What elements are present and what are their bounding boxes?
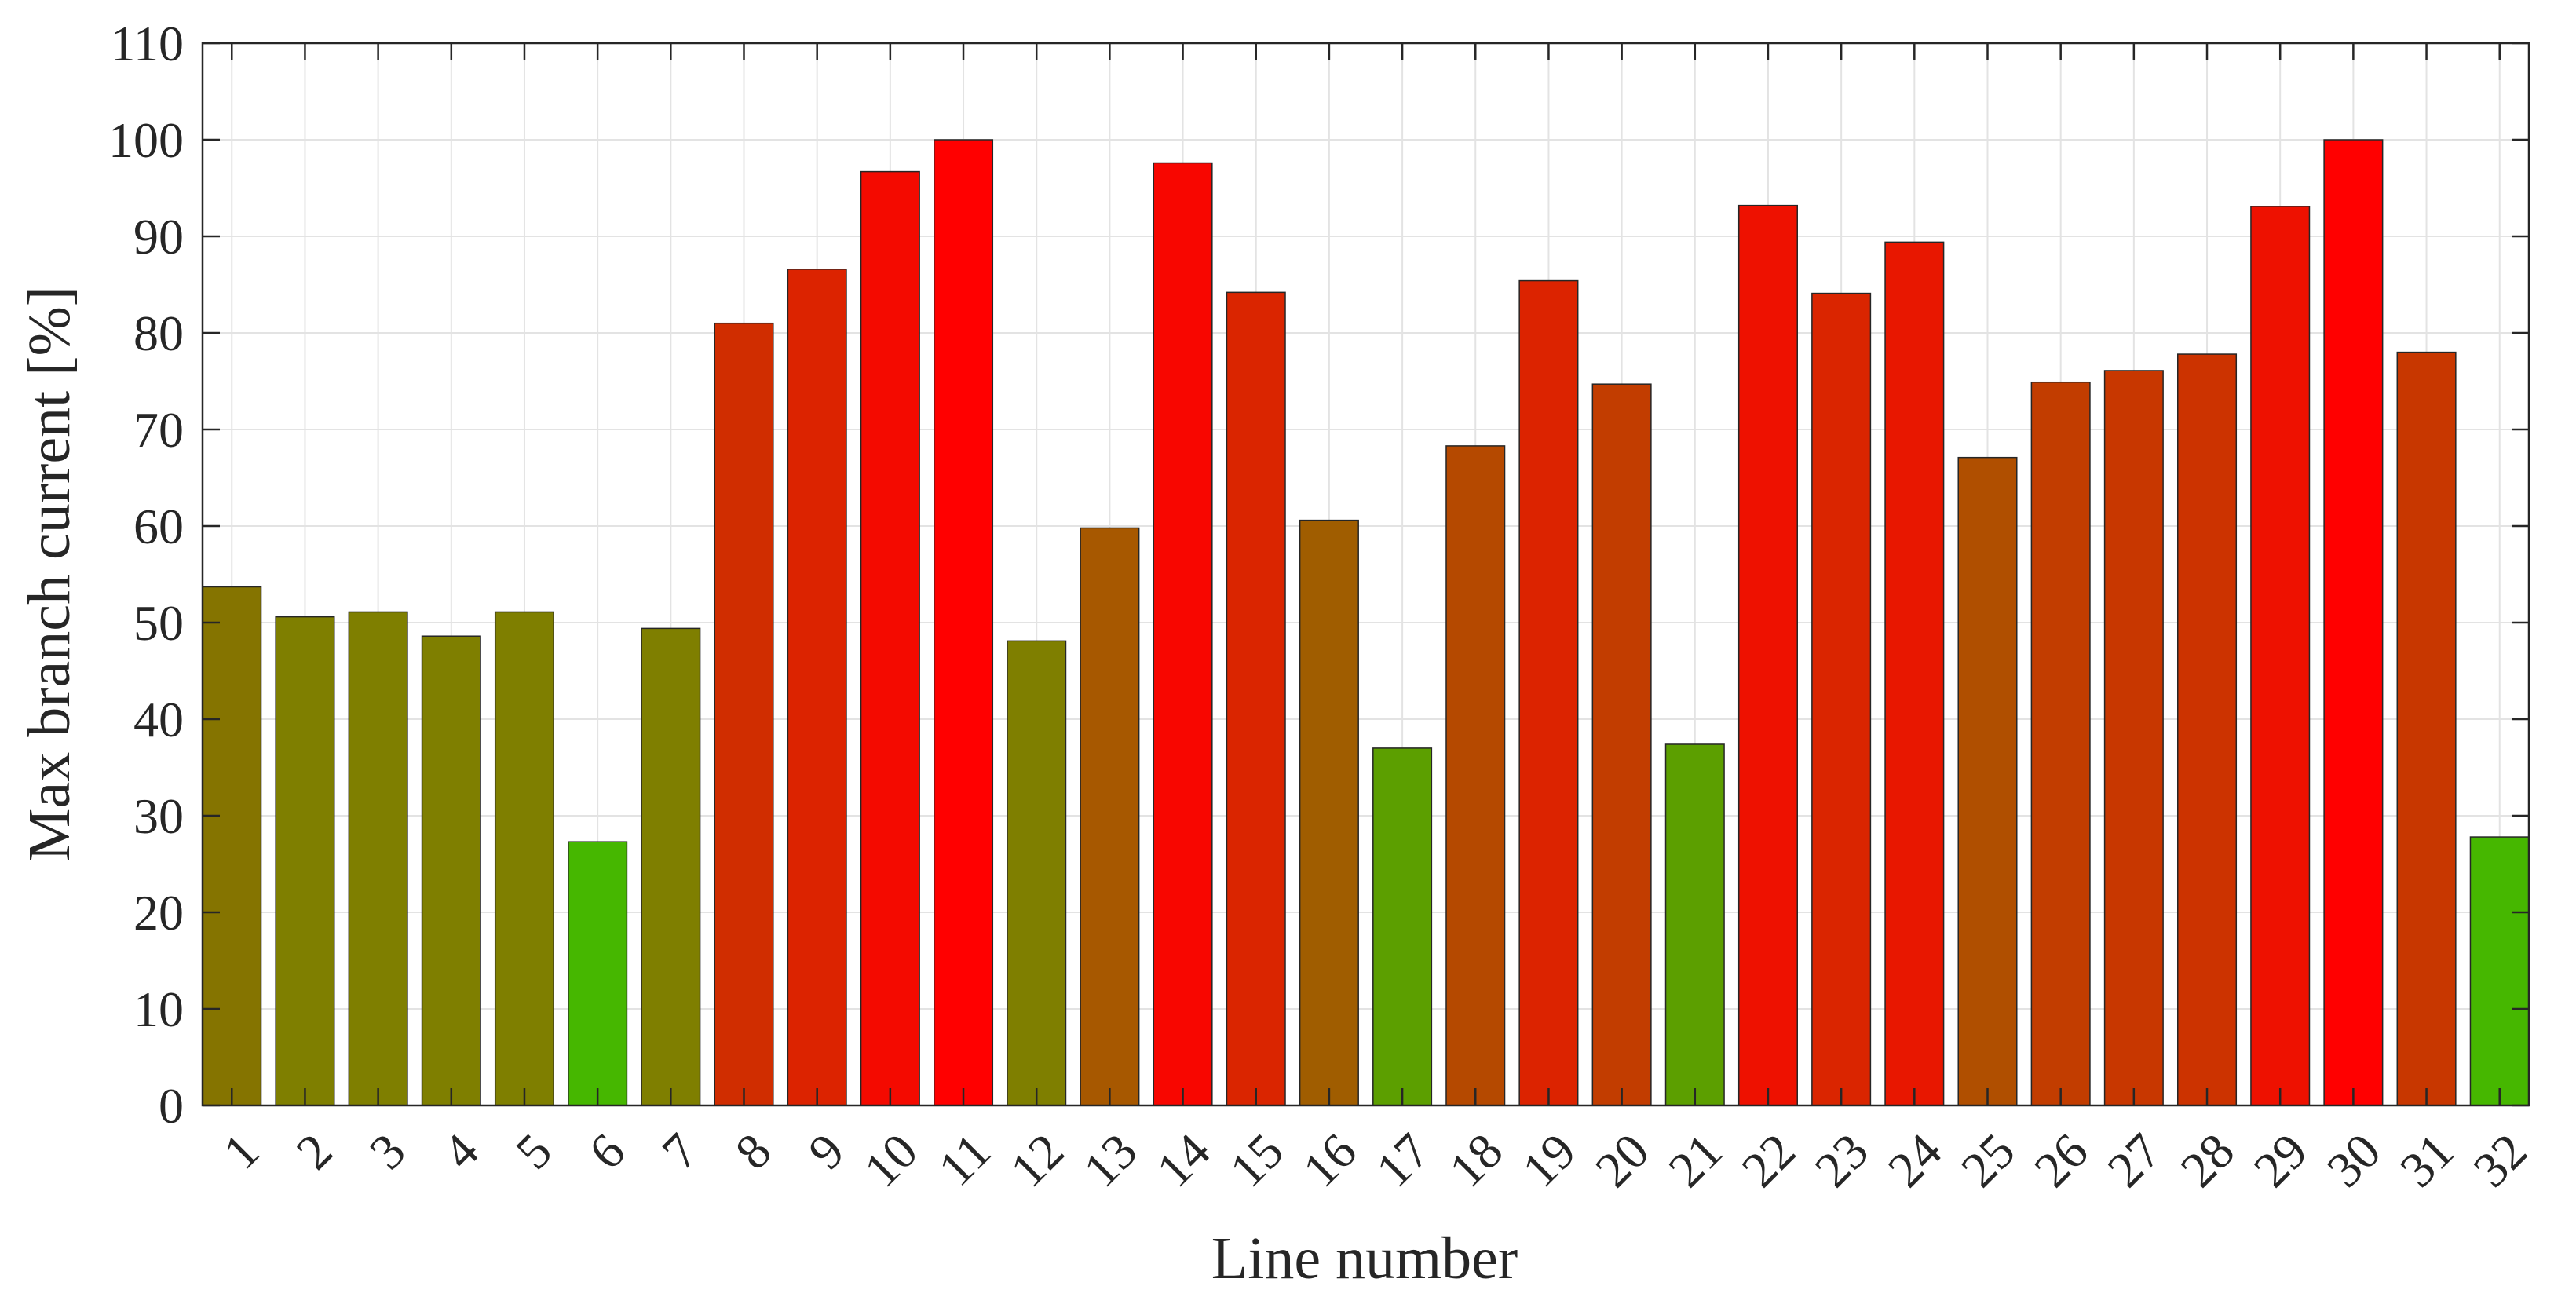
bar-line-30	[2323, 139, 2384, 1106]
bar-line-21	[1664, 743, 1725, 1106]
x-tick-label: 25	[1950, 1123, 2025, 1197]
y-tick-label: 90	[133, 209, 184, 265]
bar-line-32	[2469, 836, 2530, 1106]
y-tick-label: 20	[133, 885, 184, 941]
bar-line-4	[421, 635, 481, 1106]
x-tick-label: 29	[2243, 1123, 2318, 1197]
bar-line-23	[1811, 292, 1872, 1106]
x-tick-label: 15	[1219, 1123, 1293, 1197]
x-tick-label: 6	[578, 1123, 635, 1180]
bar-line-10	[860, 170, 920, 1106]
y-tick-label: 100	[108, 112, 184, 168]
bar-line-24	[1884, 241, 1945, 1106]
bar-line-20	[1591, 383, 1652, 1106]
x-tick-label: 1	[213, 1123, 270, 1180]
y-tick-label: 50	[133, 595, 184, 651]
x-tick-label: 20	[1584, 1123, 1659, 1197]
bar-line-7	[641, 627, 701, 1106]
y-tick-label: 110	[110, 16, 184, 71]
bar-line-17	[1372, 747, 1433, 1106]
bar-line-16	[1299, 519, 1359, 1106]
y-tick-label: 80	[133, 305, 184, 361]
bar-line-15	[1226, 291, 1286, 1106]
bar-line-22	[1737, 204, 1798, 1106]
bar-line-1	[202, 586, 262, 1106]
x-tick-label: 5	[505, 1123, 562, 1180]
x-tick-label: 11	[927, 1123, 1001, 1197]
x-tick-label: 18	[1438, 1123, 1513, 1197]
y-tick-label: 60	[133, 499, 184, 554]
bar-line-14	[1153, 162, 1213, 1106]
bar-line-9	[787, 269, 847, 1106]
bar-line-31	[2396, 351, 2457, 1106]
x-tick-label: 21	[1657, 1123, 1732, 1197]
x-tick-label: 10	[853, 1123, 928, 1197]
x-tick-label: 26	[2023, 1123, 2098, 1197]
bar-line-29	[2250, 206, 2311, 1106]
bar-line-28	[2177, 353, 2238, 1106]
tick-marks	[203, 42, 2529, 1107]
x-tick-label: 4	[432, 1123, 489, 1180]
bar-line-18	[1445, 445, 1506, 1106]
x-tick-label: 3	[359, 1123, 416, 1180]
x-tick-label: 16	[1292, 1123, 1367, 1197]
y-tick-labels: 0 10 20 30 40 50 60 70 80 90 100 110	[108, 16, 184, 1134]
bar-line-12	[1007, 640, 1067, 1106]
x-tick-label: 8	[725, 1123, 782, 1180]
bar-line-8	[714, 322, 774, 1106]
x-tick-label: 7	[652, 1123, 709, 1180]
x-tick-label: 14	[1145, 1123, 1220, 1197]
x-tick-label: 19	[1511, 1123, 1586, 1197]
bar-line-6	[568, 841, 628, 1106]
x-tick-label: 28	[2170, 1123, 2245, 1197]
y-tick-label: 0	[159, 1078, 184, 1134]
x-tick-label: 31	[2389, 1123, 2464, 1197]
x-tick-label: 12	[999, 1123, 1074, 1197]
y-tick-label: 70	[133, 402, 184, 458]
x-tick-label: 17	[1365, 1123, 1440, 1197]
bar-line-3	[348, 611, 408, 1106]
x-tick-label: 2	[286, 1123, 343, 1180]
y-tick-label: 40	[133, 692, 184, 747]
bar-line-2	[275, 616, 335, 1106]
bar-line-25	[1957, 456, 2018, 1106]
bar-line-5	[494, 611, 554, 1106]
x-tick-label: 23	[1804, 1123, 1879, 1197]
x-axis-label: Line number	[1211, 1226, 1518, 1292]
y-tick-label: 30	[133, 788, 184, 844]
y-axis-label: Max branch current [%]	[16, 287, 82, 861]
x-tick-label: 30	[2316, 1123, 2391, 1197]
x-tick-label: 27	[2097, 1123, 2172, 1197]
x-tick-label: 24	[1877, 1123, 1952, 1197]
y-tick-label: 10	[133, 981, 184, 1037]
bar-line-26	[2030, 381, 2091, 1106]
bar-line-13	[1080, 527, 1140, 1106]
x-tick-labels: 1 2 3 4 5 6 7 8 910 11121314151617181920212223242…	[213, 1123, 2538, 1197]
x-tick-label: 22	[1731, 1123, 1806, 1197]
bar-line-19	[1518, 279, 1579, 1106]
bar-line-11	[934, 139, 994, 1106]
x-tick-label: 32	[2462, 1123, 2537, 1197]
x-tick-label: 13	[1072, 1123, 1147, 1197]
bar-line-27	[2103, 370, 2164, 1106]
x-tick-label: 9	[798, 1123, 855, 1180]
plot-frame	[201, 42, 2530, 1107]
